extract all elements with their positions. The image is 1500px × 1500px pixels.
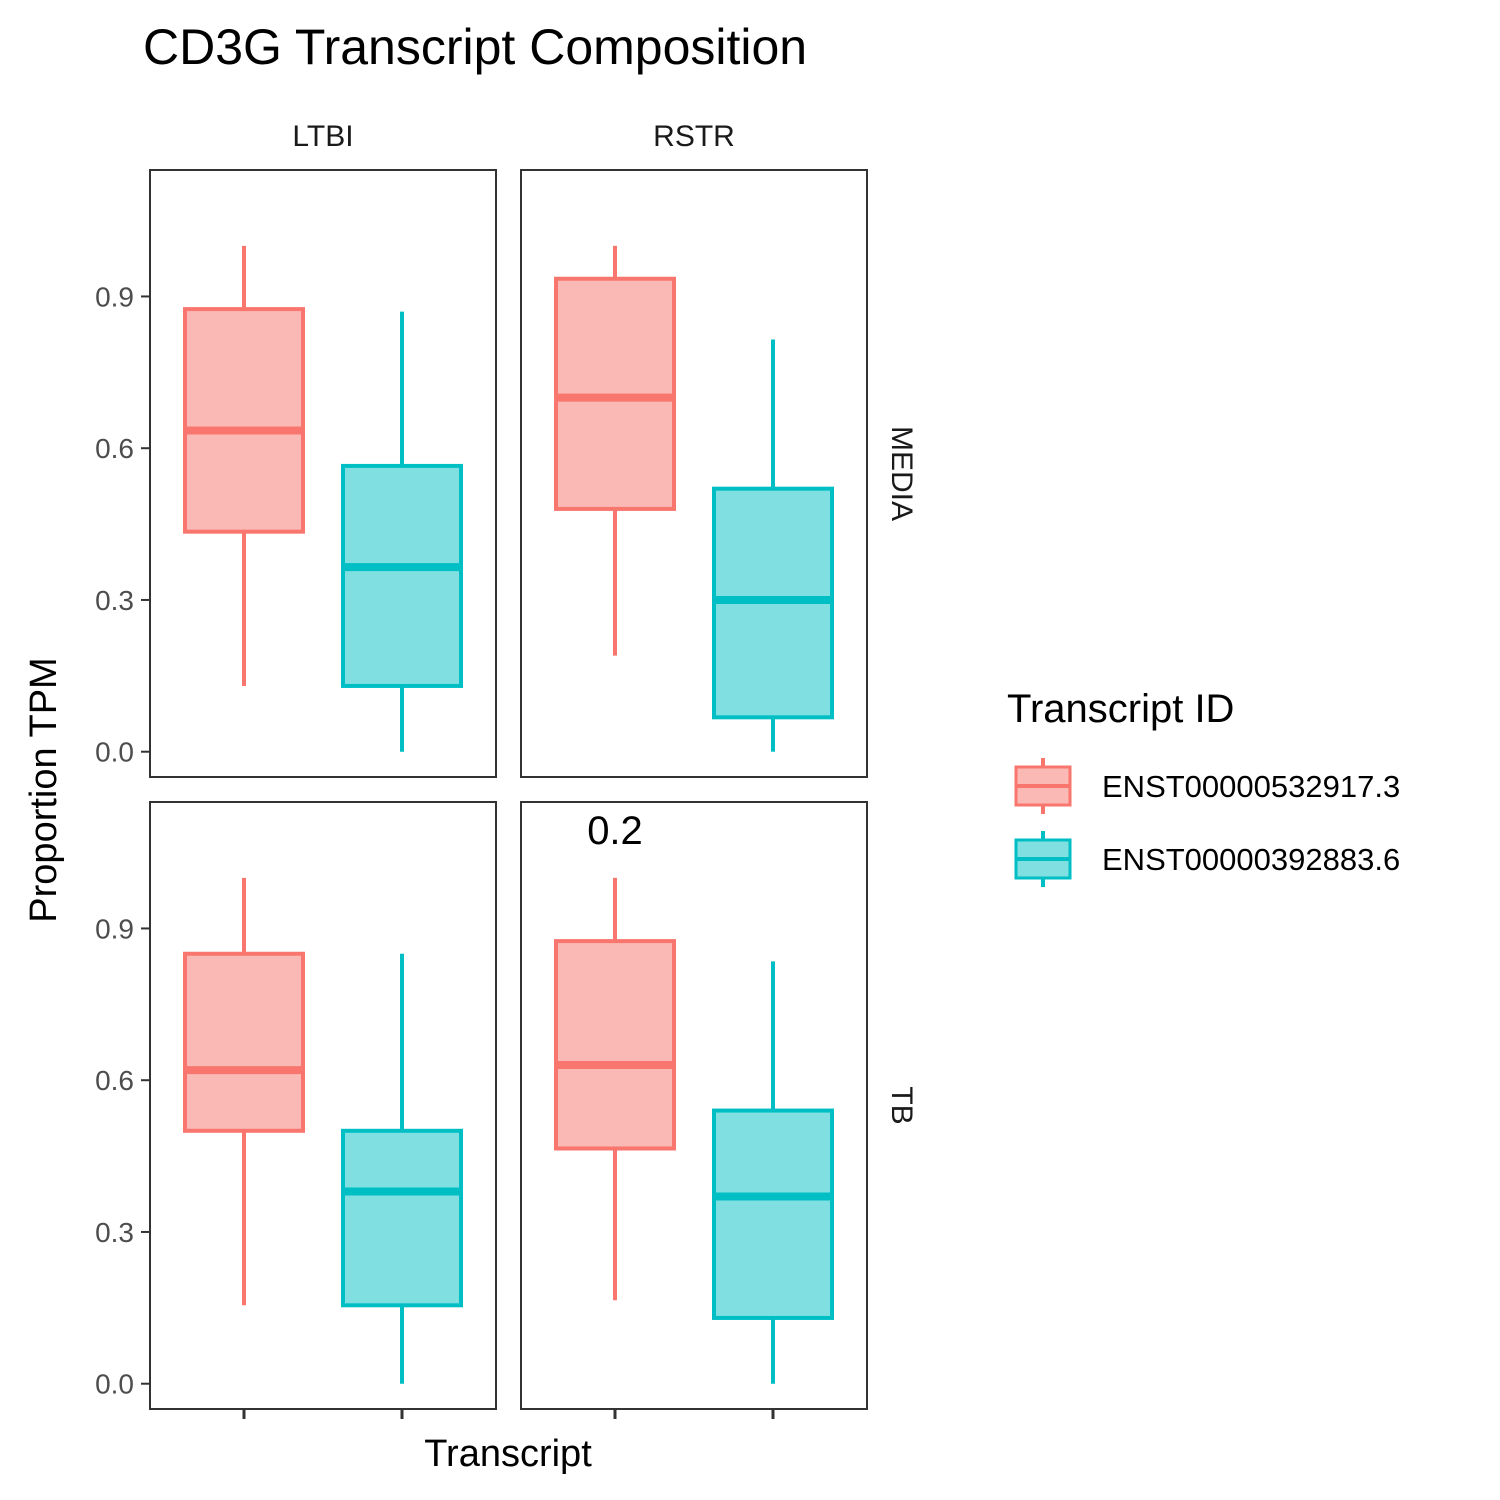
panel-ltbi-media: 0.0 0.3 0.6 0.9 <box>95 169 497 778</box>
box-body <box>183 307 305 534</box>
panel-ltbi-tb: 0.0 0.3 0.6 0.9 <box>95 801 497 1410</box>
x-axis-ticks <box>242 1409 775 1419</box>
y-tick-label: 0.9 <box>95 913 134 944</box>
panel-border <box>149 801 497 1410</box>
box-enst00000392883-6 <box>341 311 463 752</box>
panel-border <box>520 169 868 778</box>
box-enst00000392883-6 <box>712 961 834 1384</box>
strip-label-tb: TB <box>885 1086 918 1124</box>
box-enst00000392883-6 <box>712 339 834 752</box>
panel-rstr-media <box>520 169 868 778</box>
box-enst00000532917-3 <box>183 877 305 1306</box>
strip-label-media: MEDIA <box>885 426 918 521</box>
x-axis-title: Transcript <box>424 1433 592 1475</box>
legend-entry-enst00000392883-6: ENST00000392883.6 <box>1014 831 1400 887</box>
facet-panels: 0.0 0.3 0.6 0.9 0.0 0.3 0.6 0.9 0.2 <box>95 169 868 1410</box>
strip-label-rstr: RSTR <box>653 120 735 153</box>
y-tick-label: 0.3 <box>95 1217 134 1248</box>
panel-border <box>520 801 868 1410</box>
panel-annotation: 0.2 <box>587 809 643 853</box>
box-enst00000532917-3 <box>554 245 676 656</box>
panel-border <box>149 169 497 778</box>
box-body <box>712 1108 834 1320</box>
box-body <box>341 463 463 688</box>
y-tick-label: 0.3 <box>95 585 134 616</box>
facet-strips: LTBI RSTR MEDIA TB <box>292 120 918 1125</box>
legend-entry-enst00000532917-3: ENST00000532917.3 <box>1014 758 1400 814</box>
box-body <box>183 951 305 1133</box>
y-tick-label: 0.0 <box>95 737 134 768</box>
chart-title: CD3G Transcript Composition <box>143 19 807 75</box>
box-enst00000392883-6 <box>341 953 463 1384</box>
box-body <box>341 1128 463 1308</box>
panel-rstr-tb: 0.2 <box>520 801 868 1410</box>
box-enst00000532917-3 <box>554 877 676 1301</box>
legend-label: ENST00000392883.6 <box>1102 842 1400 877</box>
strip-label-ltbi: LTBI <box>292 120 353 153</box>
y-tick-label: 0.6 <box>95 433 134 464</box>
legend: Transcript ID ENST00000532917.3 ENST000003… <box>1007 687 1400 887</box>
y-tick-label: 0.9 <box>95 281 134 312</box>
y-tick-label: 0.0 <box>95 1369 134 1400</box>
y-tick-label: 0.6 <box>95 1065 134 1096</box>
y-axis-title: Proportion TPM <box>23 657 65 922</box>
legend-title: Transcript ID <box>1007 687 1234 731</box>
legend-label: ENST00000532917.3 <box>1102 769 1400 804</box>
box-enst00000532917-3 <box>183 245 305 686</box>
box-body <box>554 939 676 1151</box>
